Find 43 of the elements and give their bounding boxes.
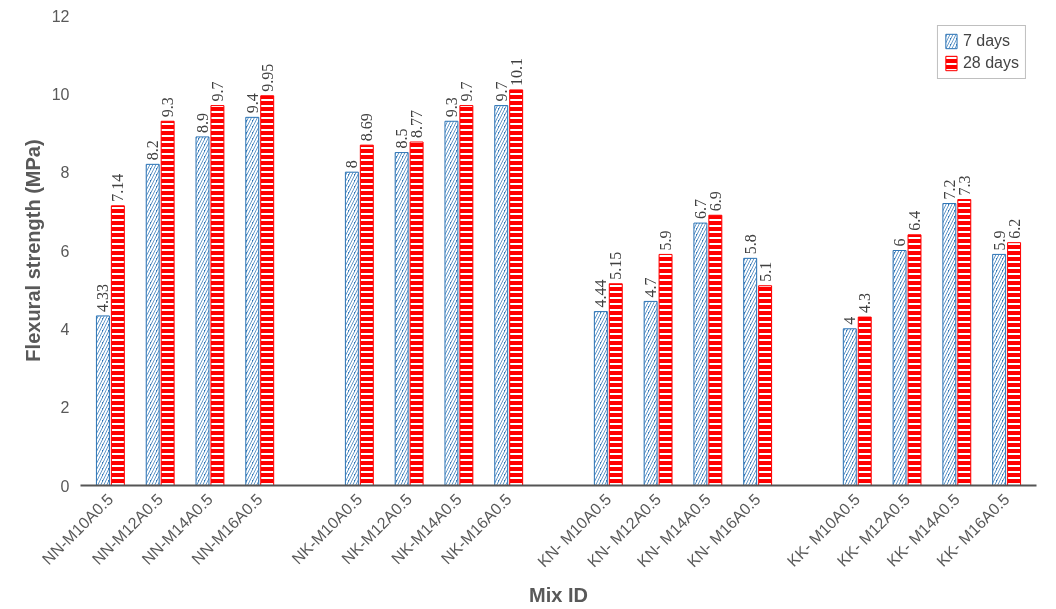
data-label: 6 [891,238,909,247]
data-label: 8 [343,160,361,169]
data-label: 9.7 [208,81,226,102]
data-label: 6.9 [706,191,724,212]
data-label: 5.1 [756,261,774,282]
data-label: 8.9 [193,112,211,133]
data-label: 4.33 [94,283,112,312]
data-label: 5.8 [741,234,759,255]
y-tick-label: 4 [60,320,70,338]
data-label: 8.5 [393,128,411,149]
data-label: 7.14 [109,173,127,202]
data-label: 9.7 [492,81,510,102]
data-label: 9.3 [159,97,177,118]
data-label: 9.3 [442,97,460,118]
y-axis-title: Flexural strength (MPa) [21,139,44,362]
data-label: 7.3 [955,175,973,196]
y-tick-label: 0 [60,477,70,495]
data-label: 4.7 [642,277,660,298]
data-label: 4 [841,316,859,325]
legend-label: 7 days [962,32,1011,50]
data-label: 5.9 [657,230,675,251]
y-tick-label: 2 [60,399,70,417]
data-label: 8.2 [144,140,162,161]
data-label: 8.77 [408,110,426,139]
data-label: 9.95 [258,63,276,92]
y-tick-label: 10 [51,85,70,103]
x-axis-title: Mix ID [529,584,588,607]
y-tick-label: 8 [60,164,70,182]
data-label: 6.2 [1005,218,1023,239]
data-label: 9.4 [243,93,261,114]
data-label: 7.2 [940,179,958,200]
data-label: 5.9 [990,230,1008,251]
y-tick-label: 6 [60,242,70,260]
legend-label: 28 days [962,54,1019,72]
data-label: 4.44 [592,279,610,308]
data-label: 9.7 [457,81,475,102]
data-label: 5.15 [607,251,625,280]
data-label: 6.4 [906,210,924,231]
data-label: 6.7 [691,199,709,220]
data-label: 4.3 [856,293,874,314]
y-tick-label: 12 [51,7,70,25]
data-label: 10.1 [507,57,525,86]
data-label: 8.69 [358,113,376,142]
